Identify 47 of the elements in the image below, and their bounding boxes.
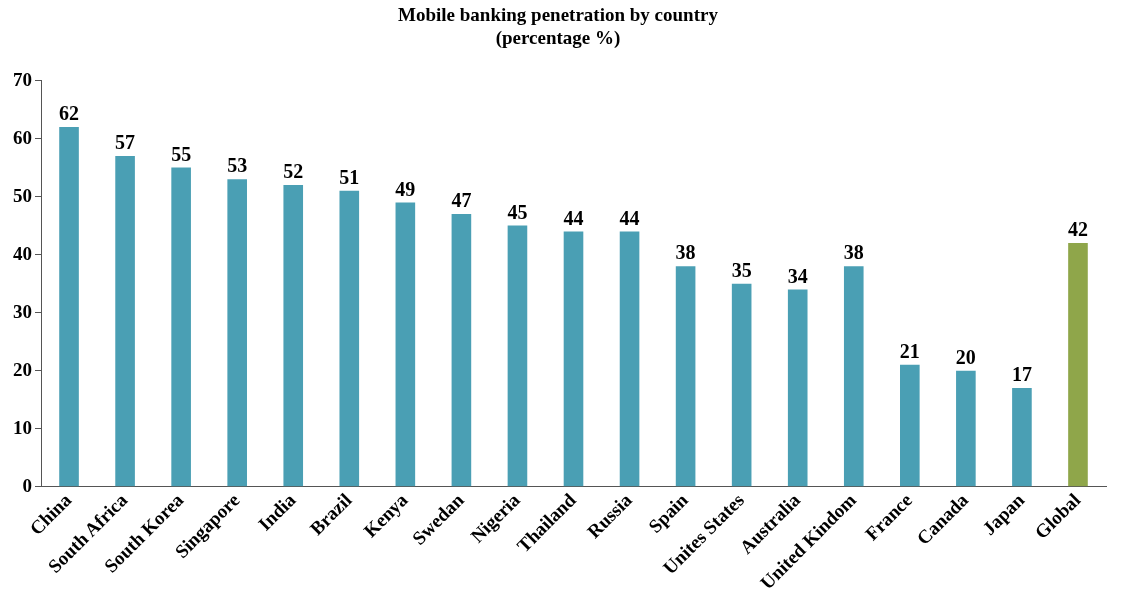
data-label: 34 — [787, 264, 808, 287]
bar — [59, 127, 79, 487]
y-tick-label: 0 — [22, 474, 32, 496]
bar — [339, 190, 360, 487]
data-label: 35 — [731, 258, 752, 281]
data-label: 55 — [171, 142, 192, 165]
bar — [675, 266, 696, 487]
data-label: 62 — [59, 102, 80, 125]
bar — [507, 225, 528, 487]
data-label: 44 — [619, 206, 640, 229]
bar — [1012, 388, 1032, 487]
bar — [843, 266, 864, 487]
data-label: 21 — [899, 340, 920, 363]
data-label: 44 — [563, 206, 584, 229]
y-tick-label: 20 — [13, 358, 32, 380]
bar — [563, 231, 584, 487]
y-tick-label: 10 — [13, 416, 32, 438]
chart-title: Mobile banking penetration by country (percentage %) — [398, 4, 719, 50]
data-label: 20 — [955, 345, 976, 368]
bar — [395, 202, 416, 487]
data-label: 52 — [283, 160, 304, 183]
bar — [1068, 243, 1088, 487]
bar — [787, 289, 808, 487]
y-tick-label: 40 — [13, 242, 32, 264]
y-tick-label: 30 — [13, 300, 32, 322]
y-tick-label: 50 — [13, 184, 32, 206]
bar — [171, 167, 191, 487]
data-label: 49 — [395, 177, 416, 200]
bar — [731, 283, 752, 487]
bar — [451, 214, 472, 487]
bar — [227, 179, 247, 487]
data-label: 51 — [339, 165, 360, 188]
data-label: 47 — [451, 189, 472, 212]
data-label: 38 — [843, 241, 864, 264]
y-tick-label: 60 — [13, 126, 32, 148]
data-label: 53 — [227, 154, 248, 177]
bar — [283, 185, 304, 487]
data-label: 42 — [1067, 218, 1088, 241]
data-label: 57 — [115, 131, 136, 154]
y-tick-label: 70 — [13, 68, 32, 90]
data-label: 38 — [675, 241, 696, 264]
data-label: 45 — [507, 200, 528, 223]
bar — [900, 364, 920, 487]
bar — [619, 231, 640, 487]
data-label: 17 — [1011, 363, 1032, 386]
bar — [956, 370, 976, 487]
bar — [115, 156, 135, 487]
